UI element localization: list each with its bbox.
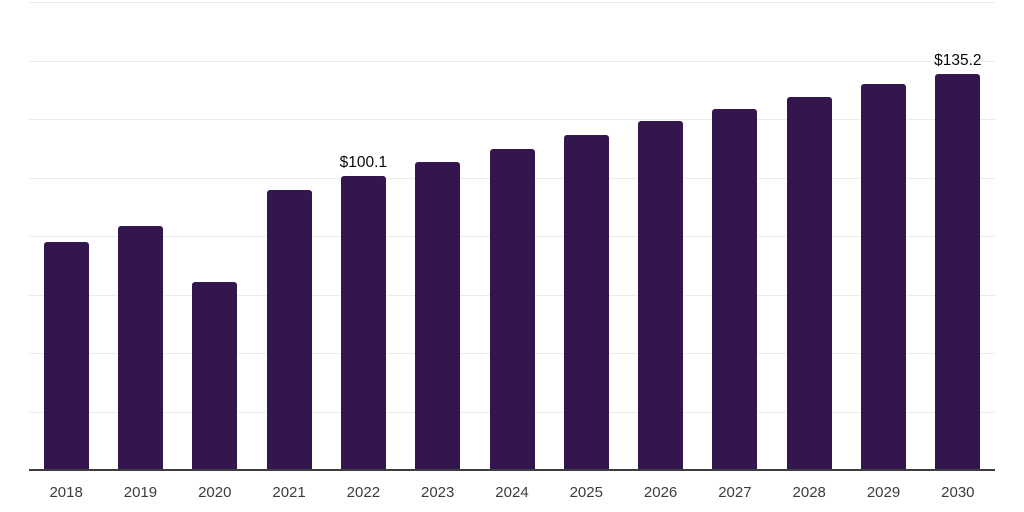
x-tick-label-2022: 2022 <box>346 484 381 501</box>
bar-2022[interactable] <box>340 176 386 469</box>
bar-2029[interactable] <box>861 84 907 469</box>
x-tick-label-2020: 2020 <box>198 484 232 501</box>
gridline-y-160 <box>29 2 995 3</box>
x-tick-label-2029: 2029 <box>866 484 901 501</box>
x-tick-label-2028: 2028 <box>792 484 826 501</box>
bar-2030[interactable] <box>935 73 981 469</box>
bar-2021[interactable] <box>266 189 312 469</box>
bar-2025[interactable] <box>563 134 609 469</box>
bar-2024[interactable] <box>489 148 535 469</box>
x-tick-label-2018: 2018 <box>49 484 83 501</box>
x-tick-label-2019: 2019 <box>123 484 158 501</box>
bar-2018[interactable] <box>43 242 89 469</box>
gridline-y-120 <box>29 119 995 120</box>
bar-value-label-2030: $135.2 <box>934 51 982 69</box>
x-tick-label-2026: 2026 <box>643 484 678 501</box>
bar-2019[interactable] <box>117 226 163 469</box>
x-tick-label-2030: 2030 <box>941 484 975 501</box>
bar-value-label-2022: $100.1 <box>339 154 388 172</box>
x-tick-label-2023: 2023 <box>420 484 455 501</box>
plot-area: $100.1 $135.2 <box>29 0 995 471</box>
gridline-y-140 <box>29 60 995 62</box>
bar-2020[interactable] <box>192 281 238 469</box>
x-tick-label-2024: 2024 <box>495 484 529 501</box>
x-tick-label-2021: 2021 <box>272 484 306 501</box>
bar-2026[interactable] <box>638 121 684 469</box>
x-tick-label-2025: 2025 <box>569 484 603 501</box>
bar-2027[interactable] <box>712 109 758 469</box>
bar-2028[interactable] <box>786 96 832 469</box>
bar-2023[interactable] <box>415 161 461 469</box>
x-axis-line <box>29 469 995 471</box>
x-tick-label-2027: 2027 <box>718 484 752 501</box>
